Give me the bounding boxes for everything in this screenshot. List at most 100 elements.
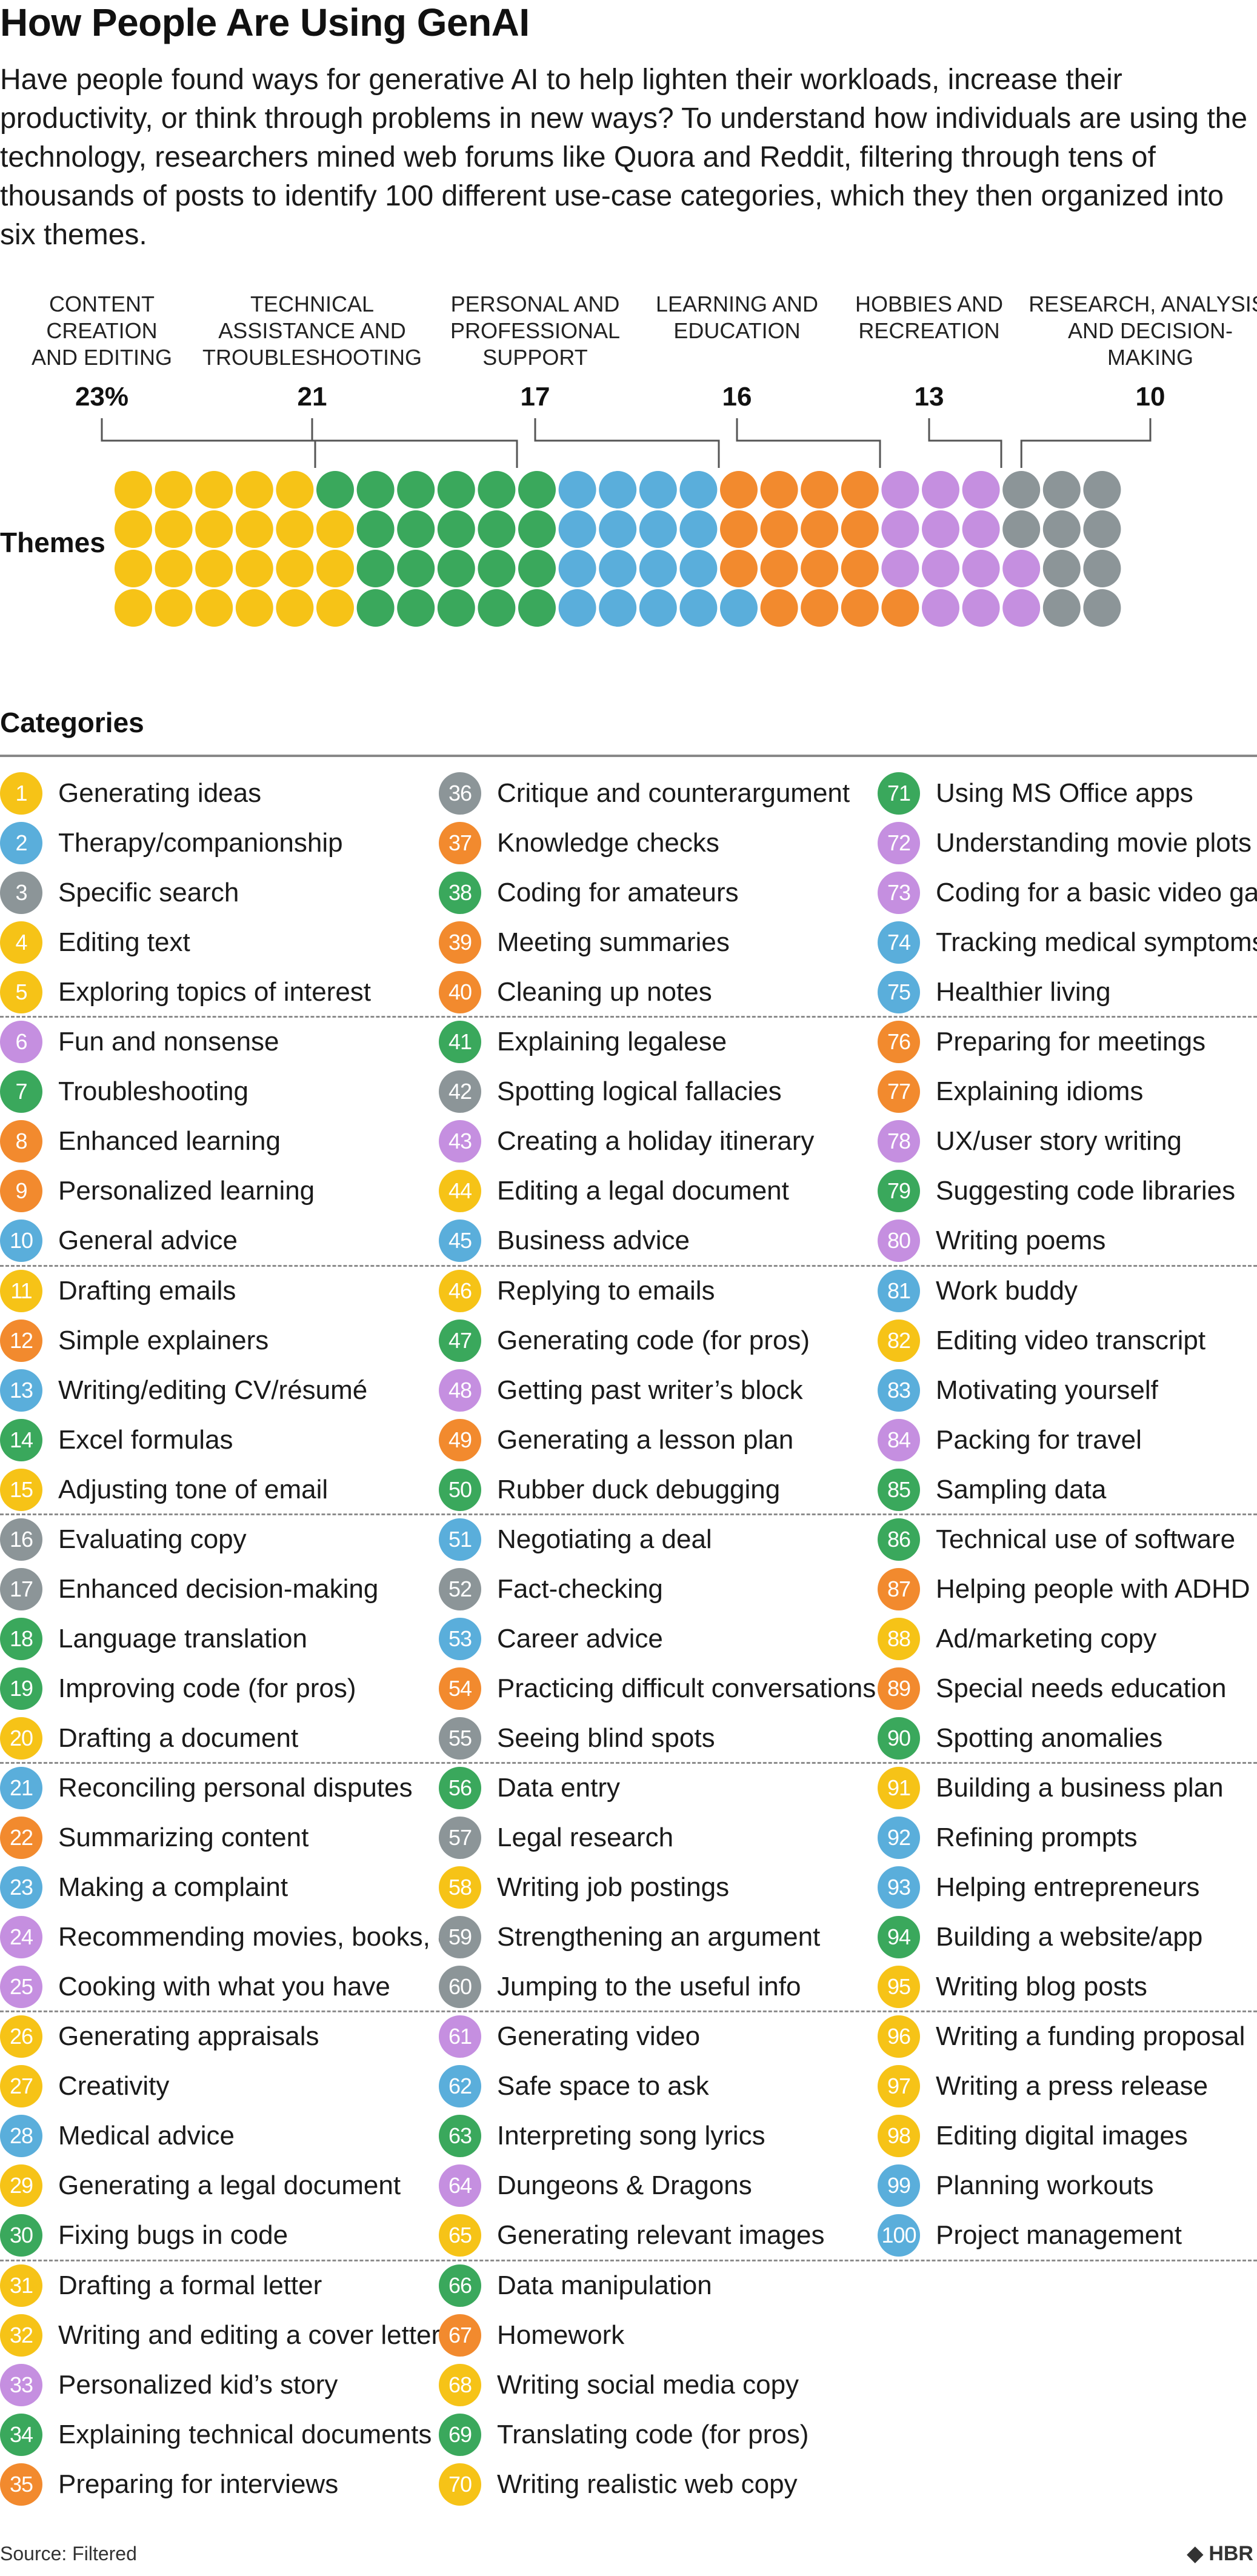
category-item: 35 Preparing for interviews (0, 2460, 338, 2509)
category-number-badge: 27 (0, 2065, 42, 2108)
category-name: Exploring topics of interest (58, 977, 372, 1007)
category-item: 92 Refining prompts (878, 1813, 1138, 1863)
category-number-badge: 37 (439, 822, 481, 865)
category-name: Generating relevant images (497, 2220, 825, 2251)
themes-row-label: Themes (0, 527, 105, 558)
category-name: Writing blog posts (936, 1972, 1147, 2002)
waffle-dot (1002, 550, 1041, 587)
waffle-dot (922, 550, 959, 587)
waffle-dot (881, 510, 919, 548)
waffle-dot (235, 471, 273, 509)
category-item: 20 Drafting a document (0, 1713, 298, 1763)
category-number-badge: 14 (0, 1418, 42, 1461)
category-name: Using MS Office apps (936, 778, 1193, 808)
category-name: Meeting summaries (497, 927, 730, 958)
category-item: 62 Safe space to ask (439, 2061, 709, 2111)
category-number-badge: 88 (878, 1617, 920, 1660)
waffle-dot (881, 550, 919, 587)
category-number-badge: 78 (878, 1120, 920, 1163)
category-item: 1 Generating ideas (0, 769, 261, 818)
category-number-badge: 46 (439, 1269, 481, 1312)
category-number-badge: 28 (0, 2115, 42, 2158)
category-name: Career advice (497, 1623, 663, 1653)
category-item: 25 Cooking with what you have (0, 1962, 390, 2012)
category-name: Data manipulation (497, 2270, 712, 2300)
theme-label-line: MAKING (1107, 345, 1193, 370)
category-item: 84 Packing for travel (878, 1415, 1142, 1465)
waffle-dot (276, 510, 314, 548)
category-item: 91 Building a business plan (878, 1763, 1224, 1813)
waffle-dot (276, 471, 314, 509)
category-item: 61 Generating video (439, 2012, 700, 2061)
category-item: 51 Negotiating a deal (439, 1515, 712, 1564)
theme-label: HOBBIES AND RECREATION (855, 291, 1003, 344)
waffle-dot (195, 589, 233, 627)
category-name: Creativity (58, 2071, 170, 2101)
category-item: 31 Drafting a formal letter (0, 2261, 322, 2311)
category-number-badge: 19 (0, 1667, 42, 1710)
waffle-dot (155, 589, 193, 627)
waffle-dot (639, 510, 677, 548)
category-name: Spotting logical fallacies (497, 1076, 782, 1107)
waffle-dot (962, 471, 1000, 509)
category-number-badge: 33 (0, 2363, 42, 2406)
waffle-dot (115, 471, 152, 509)
category-item: 26 Generating appraisals (0, 2012, 319, 2061)
category-item: 29 Generating a legal document (0, 2161, 401, 2211)
category-name: Data entry (497, 1773, 620, 1803)
waffle-dot (478, 510, 516, 548)
category-number-badge: 13 (0, 1369, 42, 1412)
waffle-dot (478, 589, 516, 627)
category-number-badge: 97 (878, 2065, 920, 2108)
category-name: Ad/marketing copy (936, 1623, 1157, 1653)
category-number-badge: 51 (439, 1518, 481, 1561)
category-item: 87 Helping people with ADHD (878, 1564, 1250, 1614)
category-name: Explaining legalese (497, 1027, 727, 1057)
category-item: 97 Writing a press release (878, 2061, 1208, 2111)
category-name: Strengthening an argument (497, 1922, 821, 1952)
waffle-dot (316, 510, 354, 548)
theme-connector-line (101, 418, 316, 468)
category-item: 73 Coding for a basic video game (878, 868, 1257, 918)
category-number-badge: 55 (439, 1717, 481, 1760)
theme-value: 21 (297, 382, 327, 412)
category-number-badge: 17 (0, 1567, 42, 1610)
waffle-dot (316, 550, 354, 587)
category-name: Helping people with ADHD (936, 1573, 1250, 1604)
theme-label-line: TROUBLESHOOTING (202, 345, 422, 370)
category-item: 44 Editing a legal document (439, 1166, 789, 1216)
category-name: Generating code (for pros) (497, 1325, 810, 1355)
category-name: Critique and counterargument (497, 778, 850, 808)
category-number-badge: 39 (439, 921, 481, 964)
theme-connector-line (311, 418, 518, 468)
waffle-dot (760, 510, 798, 548)
category-number-badge: 6 (0, 1021, 42, 1064)
category-name: UX/user story writing (936, 1126, 1182, 1156)
category-name: Building a website/app (936, 1922, 1203, 1952)
waffle-dot (235, 510, 273, 548)
category-number-badge: 31 (0, 2264, 42, 2307)
category-name: Making a complaint (58, 1872, 288, 1903)
category-item: 81 Work buddy (878, 1266, 1078, 1316)
category-number-badge: 99 (878, 2164, 920, 2207)
waffle-dot (437, 550, 475, 587)
waffle-dot (115, 510, 152, 548)
category-number-badge: 76 (878, 1021, 920, 1064)
category-name: Negotiating a deal (497, 1524, 712, 1554)
category-number-badge: 54 (439, 1667, 481, 1710)
waffle-dot (599, 589, 637, 627)
theme-label-line: PROFESSIONAL (450, 318, 621, 343)
waffle-dot (1002, 471, 1041, 509)
category-number-badge: 53 (439, 1617, 481, 1660)
category-item: 79 Suggesting code libraries (878, 1166, 1235, 1216)
category-item: 16 Evaluating copy (0, 1515, 247, 1564)
category-name: Preparing for interviews (58, 2469, 339, 2499)
category-item: 71 Using MS Office apps (878, 769, 1193, 818)
theme-label: PERSONAL AND PROFESSIONAL SUPPORT (450, 291, 620, 371)
waffle-dot (720, 510, 758, 548)
waffle-dot (1083, 550, 1121, 587)
category-item: 36 Critique and counterargument (439, 769, 850, 818)
page-subtitle: Have people found ways for generative AI… (0, 64, 1248, 251)
category-number-badge: 50 (439, 1468, 481, 1511)
category-item: 18 Language translation (0, 1614, 307, 1664)
